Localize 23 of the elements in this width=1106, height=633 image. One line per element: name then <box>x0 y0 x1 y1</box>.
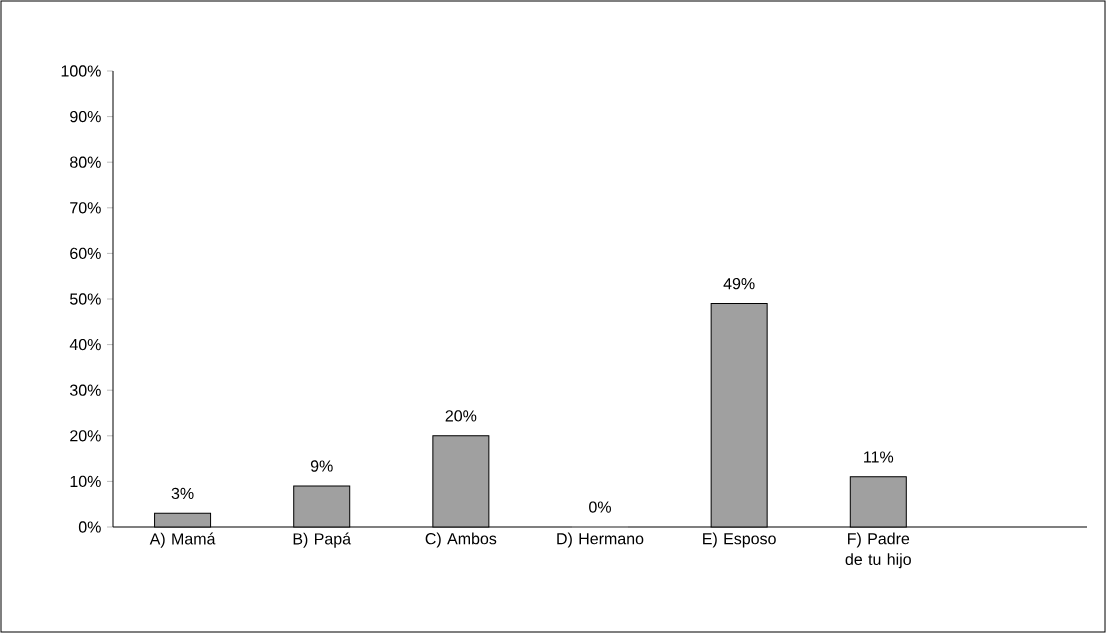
x-tick-label: D) Hermano <box>557 532 644 548</box>
data-label: 9% <box>310 460 333 472</box>
y-tick-label: 50% <box>70 293 101 305</box>
y-tick-label: 20% <box>70 430 101 442</box>
data-label: 11% <box>864 451 894 463</box>
data-label: 20% <box>445 410 477 422</box>
data-label: 3% <box>171 487 194 500</box>
data-label: 0% <box>589 501 611 513</box>
y-tick-label: 40% <box>69 338 101 351</box>
x-tick-label: C) Ambos <box>425 532 497 548</box>
y-tick-label: 0% <box>78 521 101 533</box>
x-tick-label: F) Padre de tu hijo <box>845 532 911 569</box>
x-tick-label: E) Esposo <box>703 532 776 548</box>
y-tick-label: 90% <box>70 110 101 123</box>
x-tick-label: B) Papá <box>293 532 352 548</box>
x-tick-label: A) Mamá <box>149 532 216 548</box>
y-tick-label: 100% <box>61 65 101 77</box>
data-label: 49% <box>723 277 755 290</box>
y-tick-label: 30% <box>69 384 101 396</box>
y-tick-label: 10% <box>70 475 101 488</box>
y-tick-label: 80% <box>70 156 101 168</box>
y-tick-label: 70% <box>70 202 101 214</box>
y-tick-label: 60% <box>70 247 101 260</box>
